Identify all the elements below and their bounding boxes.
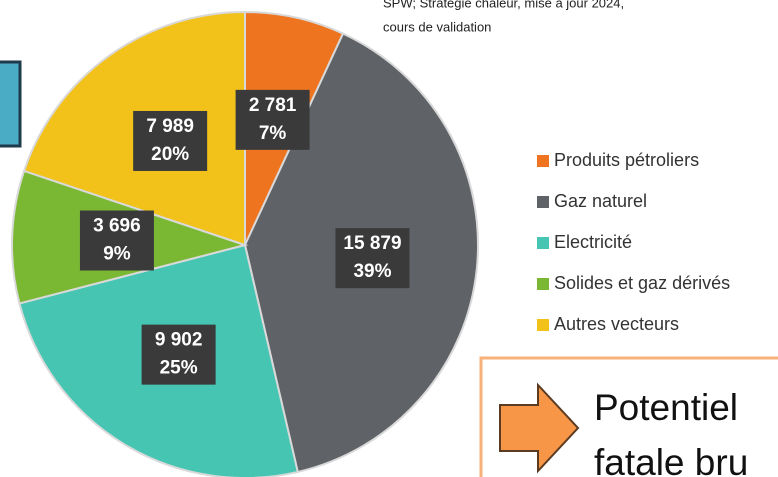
data-label: 25% bbox=[160, 358, 198, 379]
callout-line: Potentiel bbox=[594, 387, 738, 428]
source-line: SPW; Stratégie chaleur, mise à jour 2024… bbox=[383, 0, 624, 10]
data-label: 2 781 bbox=[249, 95, 297, 116]
data-label: 9 902 bbox=[155, 330, 203, 351]
data-label: 9% bbox=[103, 244, 131, 265]
data-label: 39% bbox=[353, 261, 391, 282]
legend-label: Produits pétroliers bbox=[554, 150, 699, 170]
data-label: 7% bbox=[259, 123, 287, 144]
legend-swatch bbox=[537, 196, 549, 208]
legend-label: Gaz naturel bbox=[554, 191, 647, 211]
data-label: 3 696 bbox=[93, 216, 141, 237]
side-box bbox=[0, 60, 22, 148]
callout-line: fatale bru bbox=[594, 442, 748, 477]
arrow-icon bbox=[499, 382, 580, 474]
data-label-box bbox=[133, 110, 208, 171]
data-label-box bbox=[335, 228, 410, 289]
data-label-box bbox=[79, 210, 154, 271]
data-label: 20% bbox=[151, 144, 189, 165]
data-label-box bbox=[141, 324, 216, 385]
legend-label: Autres vecteurs bbox=[554, 314, 679, 334]
legend-swatch bbox=[537, 319, 549, 331]
data-label-box bbox=[235, 89, 310, 150]
legend-swatch bbox=[537, 155, 549, 167]
source-line: cours de validation bbox=[383, 19, 491, 34]
legend-swatch bbox=[537, 278, 549, 290]
legend-label: Solides et gaz dérivés bbox=[554, 273, 730, 293]
data-label: 7 989 bbox=[146, 116, 194, 137]
legend-swatch bbox=[537, 237, 549, 249]
legend-label: Electricité bbox=[554, 232, 632, 252]
data-label: 15 879 bbox=[343, 233, 401, 254]
